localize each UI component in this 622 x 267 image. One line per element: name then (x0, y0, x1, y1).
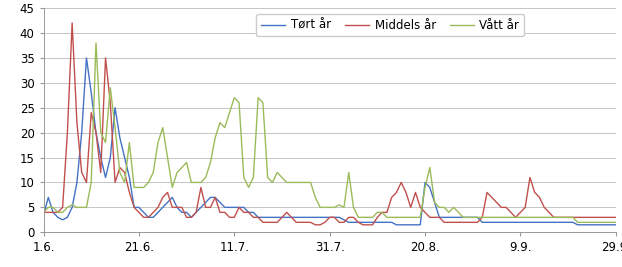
Vått år (102, 141, 109, 144)
Middels år (312, 223, 319, 226)
Tørt år (288, 216, 295, 219)
Tørt år (392, 223, 400, 226)
Vått år (288, 181, 295, 184)
Tørt år (178, 211, 185, 214)
Tørt år (612, 223, 620, 226)
Tørt år (435, 216, 443, 219)
Middels år (612, 216, 620, 219)
Vått år (431, 201, 439, 204)
Vått år (92, 41, 100, 45)
Middels år (102, 56, 109, 60)
Vått år (40, 211, 47, 214)
Vått år (178, 166, 185, 169)
Vått år (612, 221, 620, 224)
Line: Vått år: Vått år (44, 43, 616, 222)
Vått år (402, 216, 410, 219)
Vått år (574, 221, 582, 224)
Tørt år (102, 176, 109, 179)
Line: Middels år: Middels år (44, 23, 616, 225)
Middels år (178, 206, 185, 209)
Tørt år (407, 223, 414, 226)
Vått år (583, 221, 591, 224)
Tørt år (583, 223, 591, 226)
Middels år (583, 216, 591, 219)
Tørt år (40, 213, 47, 217)
Legend: Tørt år, Middels år, Vått år: Tørt år, Middels år, Vått år (256, 14, 524, 36)
Line: Tørt år: Tørt år (44, 58, 616, 225)
Middels år (288, 216, 295, 219)
Middels år (407, 206, 414, 209)
Tørt år (83, 56, 90, 60)
Middels år (435, 216, 443, 219)
Middels år (68, 21, 76, 25)
Middels år (40, 211, 47, 214)
